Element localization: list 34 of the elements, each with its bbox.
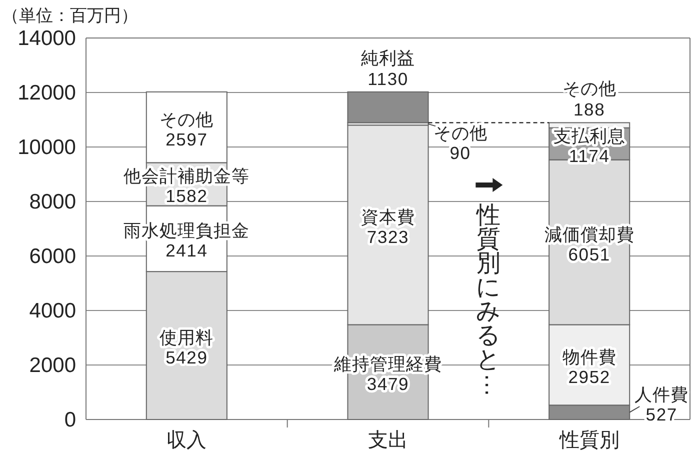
data-label: 2597 <box>166 129 208 150</box>
data-label: 7323 <box>366 226 410 247</box>
y-tick-label: 12000 <box>18 82 76 104</box>
y-tick-label: 0 <box>64 408 76 432</box>
series-label: 物件費 <box>562 346 616 367</box>
y-tick-label: 4000 <box>29 300 76 322</box>
y-tick-label: 10000 <box>18 136 76 159</box>
series-label: 人件費 <box>634 384 689 404</box>
data-label: 90 <box>450 142 471 163</box>
data-label: 188 <box>574 100 606 120</box>
data-label: 2414 <box>166 240 208 261</box>
data-label: 1130 <box>368 68 408 89</box>
data-label: 1582 <box>166 186 208 206</box>
x-tick-label: 収入 <box>166 430 207 452</box>
x-tick-label: 支出 <box>368 430 408 452</box>
text: （単位：百万円） <box>2 6 138 25</box>
series-label: 資本費 <box>361 206 415 227</box>
data-label: 3479 <box>366 374 410 394</box>
series-label: その他 <box>433 122 488 143</box>
series-label: 使用料 <box>160 328 214 348</box>
series-label: その他 <box>562 78 616 99</box>
data-label: 2952 <box>568 366 610 387</box>
series-label: 支払利息 <box>553 126 626 146</box>
series-label: その他 <box>160 109 214 130</box>
data-label: 6051 <box>568 244 610 264</box>
y-tick-label: 8000 <box>29 190 76 214</box>
annotation: 性質別にみると… <box>476 202 507 397</box>
data-label: 1174 <box>568 146 610 166</box>
x-tick-label: 性質別 <box>558 430 620 452</box>
y-tick-label: 6000 <box>29 245 76 268</box>
y-tick-label: 14000 <box>18 27 76 50</box>
y-tick-label: 2000 <box>29 354 76 377</box>
data-label: 5429 <box>166 348 208 368</box>
series-label: 純利益 <box>361 48 415 68</box>
